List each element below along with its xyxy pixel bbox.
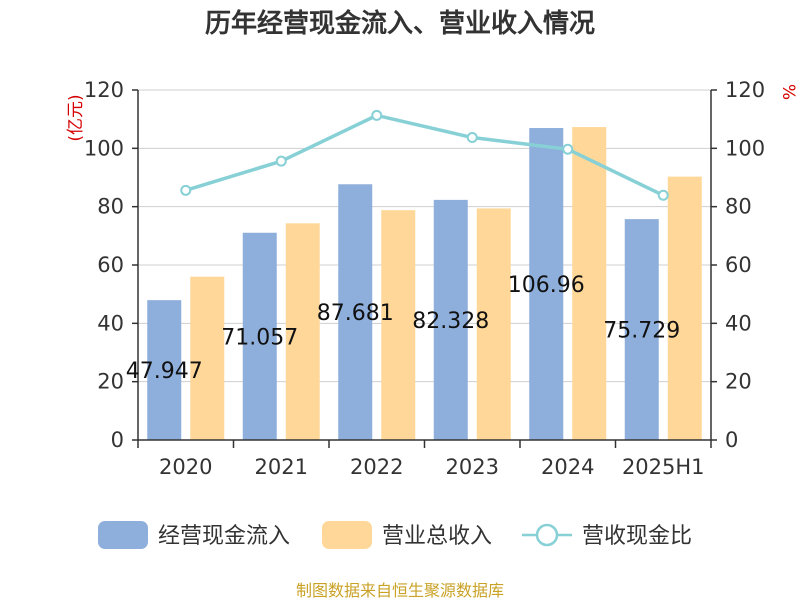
bar-data-label: 75.729 [603,319,680,344]
x-tick-label: 2024 [541,455,594,479]
legend-marker [535,523,559,547]
left-tick-label: 100 [84,136,124,160]
bar-data-label: 82.328 [412,309,489,334]
legend-swatch [98,521,148,549]
ratio-point [466,132,478,144]
bar-data-label: 87.681 [317,301,394,326]
x-tick-label: 2022 [350,455,403,479]
ratio-point [562,143,574,155]
legend-label: 营业总收入 [382,524,492,549]
bar [338,184,373,440]
right-tick-label: 60 [725,253,752,277]
axes: 0 20 40 60 80 100 120 0 20 40 60 80 100 120 2020 2021 20… [84,78,765,479]
legend-label: 经营现金流入 [158,524,290,549]
ratio-line [180,109,669,201]
source-note: 制图数据来自恒生聚源数据库 [296,581,504,600]
ratio-point [180,184,192,196]
grid-lines [138,89,711,383]
ratio-point [371,109,383,121]
left-axis-unit: (亿元) [66,94,86,141]
left-tick-label: 120 [84,78,124,102]
right-tick-label: 80 [725,195,752,219]
bar [381,210,416,440]
bar [624,219,659,440]
bar-data-label: 71.057 [221,325,298,350]
legend-label: 营收现金比 [582,524,692,549]
bar [476,208,511,440]
bar [147,300,182,440]
bar [529,128,564,441]
bars [147,127,702,441]
x-tick-label: 2023 [446,455,499,479]
right-tick-label: 100 [725,136,765,160]
legend-swatch [322,521,372,549]
bar [190,276,225,440]
right-tick-label: 40 [725,311,752,335]
left-tick-label: 0 [111,428,124,452]
bar [667,176,702,440]
ratio-point [657,189,669,201]
bar-data-label: 106.96 [508,273,585,298]
bar [242,232,277,440]
right-axis-unit: % [778,84,798,100]
left-tick-label: 80 [97,195,124,219]
bar [285,223,320,440]
legend: 经营现金流入 营业总收入 营收现金比 [98,521,692,549]
ratio-point [275,155,287,167]
data-labels: 47.947 71.057 87.681 82.328 106.96 75.729 [126,273,680,384]
right-tick-label: 20 [725,370,752,394]
left-tick-label: 20 [97,370,124,394]
x-tick-label: 2021 [255,455,308,479]
chart-title: 历年经营现金流入、营业收入情况 [205,8,595,39]
left-tick-label: 40 [97,311,124,335]
left-tick-label: 60 [97,253,124,277]
right-tick-label: 120 [725,78,765,102]
x-tick-label: 2020 [159,455,212,479]
bar [433,199,468,440]
x-tick-label: 2025H1 [622,455,705,479]
right-tick-label: 0 [725,428,738,452]
bar-data-label: 47.947 [126,359,203,384]
ratio-line-path [185,113,665,197]
bar [572,127,607,441]
